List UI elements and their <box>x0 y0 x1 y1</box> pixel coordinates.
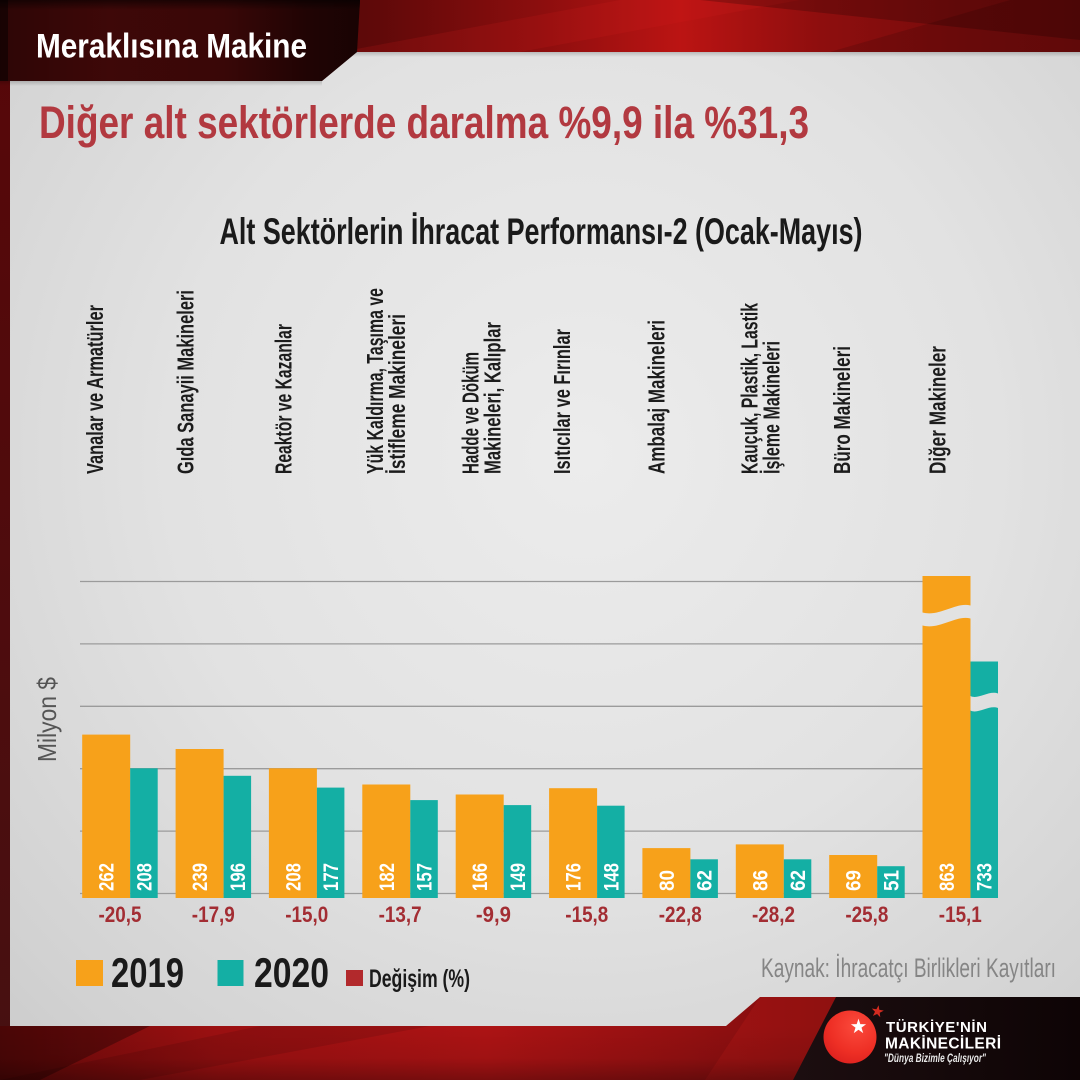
svg-text:166: 166 <box>469 863 492 891</box>
svg-text:İstifleme Makineleri: İstifleme Makineleri <box>384 314 410 474</box>
svg-text:62: 62 <box>787 870 810 891</box>
svg-text:177: 177 <box>320 863 343 891</box>
svg-text:80: 80 <box>656 870 679 891</box>
svg-text:863: 863 <box>936 863 959 891</box>
svg-text:148: 148 <box>600 863 623 891</box>
svg-text:-25,8: -25,8 <box>845 902 888 927</box>
svg-text:Makineleri, Kalıplar: Makineleri, Kalıplar <box>480 322 506 474</box>
svg-text:196: 196 <box>227 863 250 891</box>
svg-text:Gıda Sanayii Makineleri: Gıda Sanayii Makineleri <box>173 290 199 474</box>
svg-text:239: 239 <box>189 863 212 891</box>
svg-text:-15,8: -15,8 <box>565 902 608 927</box>
svg-text:69: 69 <box>843 870 866 891</box>
svg-text:Milyon $: Milyon $ <box>32 677 62 762</box>
svg-text:62: 62 <box>694 870 717 891</box>
svg-text:262: 262 <box>96 863 119 891</box>
svg-text:-15,0: -15,0 <box>285 902 328 927</box>
svg-text:Isıtıcılar ve Fırınlar: Isıtıcılar ve Fırınlar <box>549 329 575 474</box>
svg-text:-13,7: -13,7 <box>379 902 422 927</box>
svg-text:-20,5: -20,5 <box>99 902 142 927</box>
svg-text:Hadde ve Döküm: Hadde ve Döküm <box>458 352 484 474</box>
svg-text:Alt Sektörlerin İhracat Perfor: Alt Sektörlerin İhracat Performansı-2 (O… <box>220 211 863 252</box>
svg-text:Büro Makineleri: Büro Makineleri <box>829 346 855 474</box>
svg-text:TÜRKİYE'NİN: TÜRKİYE'NİN <box>886 1019 987 1036</box>
svg-text:86: 86 <box>749 870 772 891</box>
svg-text:Diğer Makineler: Diğer Makineler <box>925 346 951 474</box>
svg-text:-15,1: -15,1 <box>939 902 982 927</box>
svg-text:Meraklısına Makine: Meraklısına Makine <box>36 28 307 66</box>
svg-text:Kaynak: İhracatçı Birlikleri K: Kaynak: İhracatçı Birlikleri Kayıtları <box>761 952 1056 983</box>
svg-text:-17,9: -17,9 <box>192 902 235 927</box>
svg-text:Kauçuk, Plastik, Lastik: Kauçuk, Plastik, Lastik <box>737 303 763 474</box>
svg-text:Ambalaj Makineleri: Ambalaj Makineleri <box>644 320 670 474</box>
svg-text:-22,8: -22,8 <box>659 902 702 927</box>
svg-text:"Dünya Bizimle Çalışıyor": "Dünya Bizimle Çalışıyor" <box>884 1053 986 1065</box>
svg-text:2019: 2019 <box>111 949 184 996</box>
svg-text:Diğer alt sektörlerde daralma: Diğer alt sektörlerde daralma %9,9 ila %… <box>39 97 809 148</box>
svg-text:Yük Kaldırma, Taşıma ve: Yük Kaldırma, Taşıma ve <box>362 288 388 474</box>
svg-text:208: 208 <box>133 863 156 891</box>
svg-text:Vanalar ve Armatürler: Vanalar ve Armatürler <box>82 305 108 474</box>
svg-text:157: 157 <box>414 863 437 891</box>
svg-text:MAKİNECİLERİ: MAKİNECİLERİ <box>885 1036 1001 1053</box>
svg-text:176: 176 <box>563 863 586 891</box>
svg-text:-9,9: -9,9 <box>476 902 511 927</box>
svg-text:733: 733 <box>974 863 997 891</box>
svg-text:İşleme Makineleri: İşleme Makineleri <box>759 341 785 474</box>
svg-text:Reaktör ve Kazanlar: Reaktör ve Kazanlar <box>271 324 297 474</box>
svg-text:2020: 2020 <box>254 949 329 996</box>
svg-text:51: 51 <box>880 870 903 891</box>
svg-text:208: 208 <box>282 863 305 891</box>
svg-text:Değişim (%): Değişim (%) <box>369 965 470 993</box>
svg-text:149: 149 <box>507 863 530 891</box>
svg-text:182: 182 <box>376 863 399 891</box>
svg-text:-28,2: -28,2 <box>752 902 795 927</box>
